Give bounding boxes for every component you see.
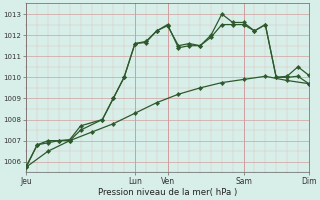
X-axis label: Pression niveau de la mer( hPa ): Pression niveau de la mer( hPa ): [98, 188, 237, 197]
